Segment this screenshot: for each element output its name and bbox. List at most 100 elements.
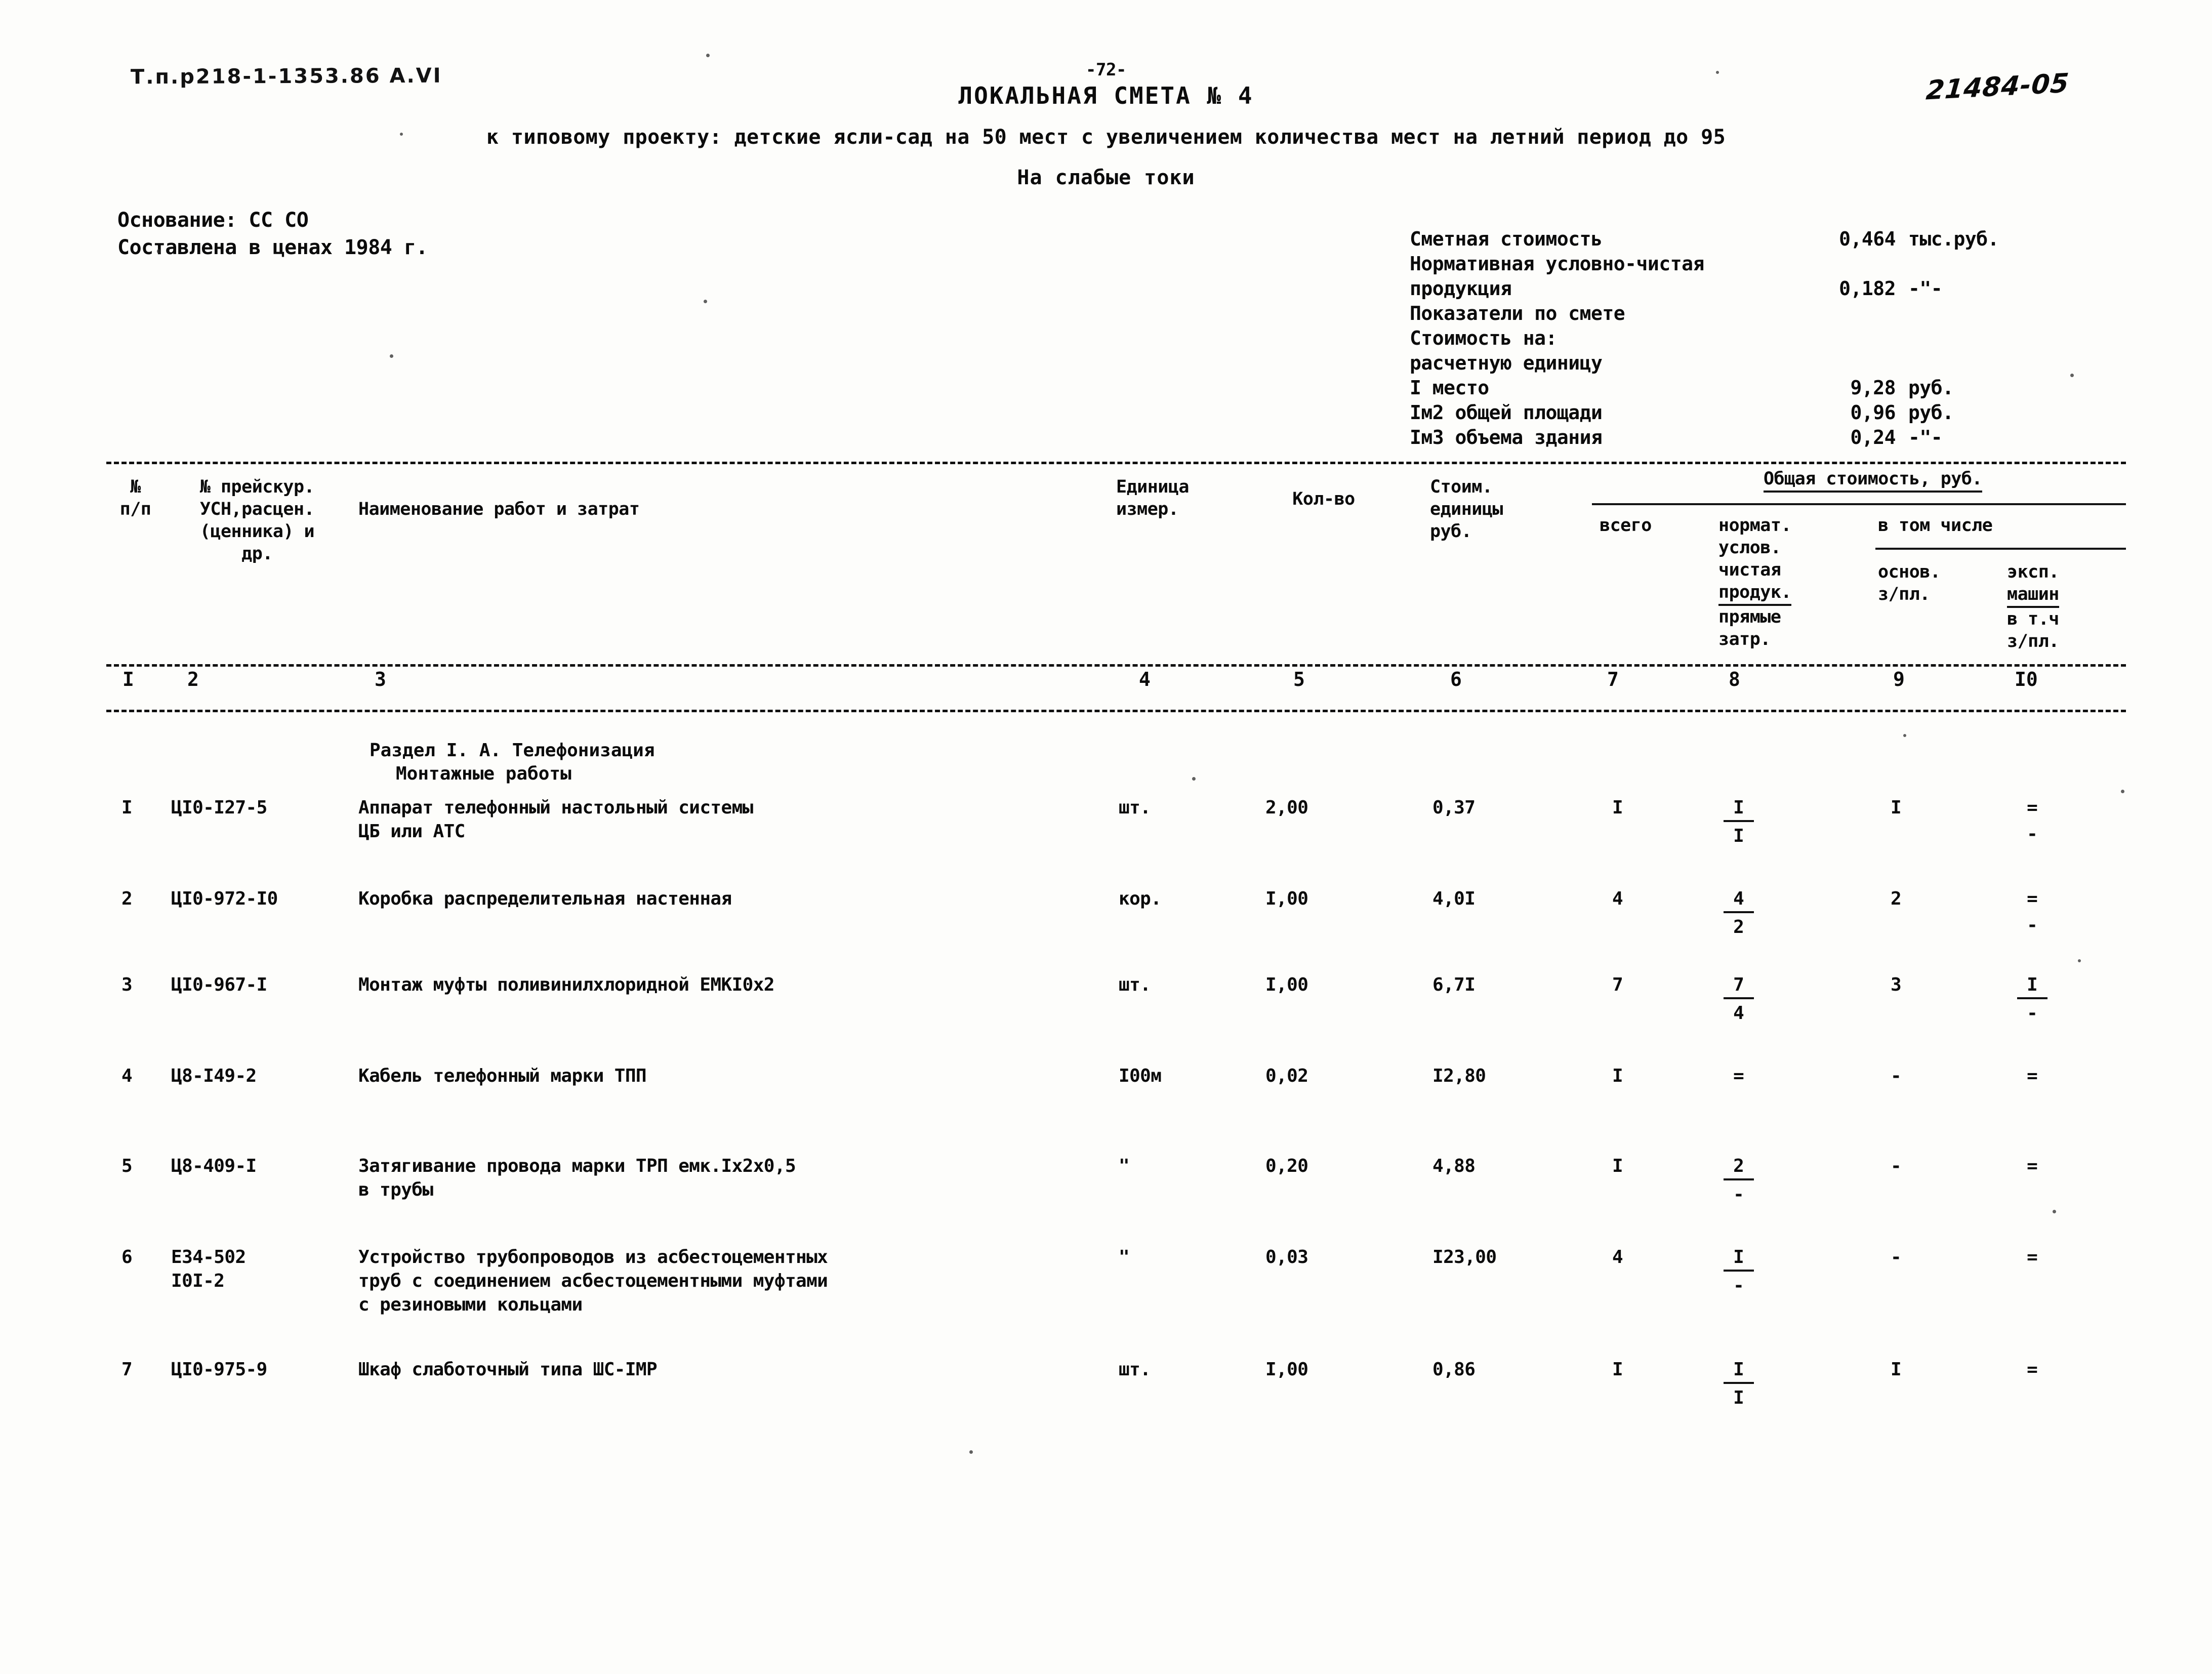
row-machine: = xyxy=(2017,1358,2047,1384)
row-nchp-top: 2 xyxy=(1724,1154,1754,1180)
table-header-col-4: Единица измер. xyxy=(1116,477,1190,519)
row-machine-bottom: - xyxy=(2027,824,2038,844)
row-unit-cost: 6,7I xyxy=(1432,974,1476,995)
row-machine: = xyxy=(2017,1154,2047,1180)
row-name-line: Кабель телефонный марки ТПП xyxy=(358,1066,647,1086)
row-nchp-top: = xyxy=(1733,1066,1744,1086)
row-machine-top: = xyxy=(2027,888,2038,909)
scan-speck xyxy=(157,249,160,254)
column-number-10: I0 xyxy=(2015,668,2038,690)
row-nchp: 2 - xyxy=(1724,1154,1754,1206)
table-header-group-of-which: в том числе xyxy=(1878,515,1993,536)
column-number-9: 9 xyxy=(1893,668,1905,690)
summary-label: Нормативная условно-чистая xyxy=(1410,253,1704,275)
scan-speck xyxy=(1903,734,1906,737)
row-code: ЦI0-967-I xyxy=(171,974,267,995)
table-header-group-total: Общая стоимость, руб. xyxy=(1620,468,2126,493)
row-unit: " xyxy=(1119,1247,1130,1268)
row-unit-cost: 0,37 xyxy=(1432,797,1476,818)
table-colnum-bottom-rule xyxy=(106,710,2126,712)
page-title: ЛОКАЛЬНАЯ СМЕТА № 4 xyxy=(958,82,1254,109)
scan-speck xyxy=(2053,1210,2056,1213)
row-name-line: Шкаф слаботочный типа ШС-IМР xyxy=(358,1359,658,1380)
row-code-secondary: I0I-2 xyxy=(171,1271,225,1291)
row-quantity: 0,20 xyxy=(1265,1156,1308,1176)
project-subtitle: к типовому проекту: детские ясли-сад на … xyxy=(486,126,1726,149)
row-code: Ц8-I49-2 xyxy=(171,1066,257,1086)
summary-value: 0,464 xyxy=(1839,228,1896,250)
row-nchp-bottom: - xyxy=(1733,1184,1744,1205)
table-header-col-3: Наименование работ и затрат xyxy=(358,499,640,519)
row-quantity: 0,02 xyxy=(1265,1066,1308,1086)
column-number-7: 7 xyxy=(1607,668,1619,690)
row-total: I xyxy=(1612,1359,1623,1380)
row-total: I xyxy=(1612,1156,1623,1176)
summary-unit: тыс.руб. xyxy=(1908,228,1999,250)
section-heading: Раздел I. А. Телефонизация Монтажные раб… xyxy=(370,739,655,786)
row-nchp: I I xyxy=(1724,796,1754,848)
row-machine-top: I xyxy=(2017,973,2047,999)
row-machine-top: = xyxy=(2027,797,2038,818)
row-total: I xyxy=(1612,797,1623,818)
scan-speck xyxy=(704,300,707,303)
table-header-col-9: основ. з/пл. xyxy=(1878,562,1941,604)
row-total: 4 xyxy=(1612,1247,1623,1268)
row-basic-wage: - xyxy=(1891,1247,1902,1268)
row-machine-top: = xyxy=(2027,1156,2038,1176)
row-machine: = xyxy=(2017,1245,2047,1272)
row-machine-bottom: - xyxy=(2027,1003,2038,1024)
row-number: 7 xyxy=(121,1359,133,1380)
row-unit-cost: 4,88 xyxy=(1432,1156,1476,1176)
row-nchp-bottom: I xyxy=(1733,826,1744,846)
row-code: Ц8-409-I xyxy=(171,1156,257,1176)
row-name-line: Коробка распределительная настенная xyxy=(358,888,732,909)
row-machine: = - xyxy=(2017,796,2047,846)
row-machine-bottom xyxy=(2017,1382,2047,1384)
row-number: 2 xyxy=(121,888,133,909)
summary-label: расчетную единицу xyxy=(1410,352,1603,374)
row-name-line: труб с соединением асбестоцементными муф… xyxy=(358,1271,828,1291)
row-nchp-bottom: I xyxy=(1733,1387,1744,1408)
row-total: 4 xyxy=(1612,888,1623,909)
column-number-3: 3 xyxy=(375,668,386,690)
row-unit: шт. xyxy=(1119,797,1151,818)
row-number: I xyxy=(121,797,133,818)
row-machine-bottom xyxy=(2017,1178,2047,1180)
row-code: ЦI0-I27-5 xyxy=(171,797,267,818)
table-header-col-5: Кол-во xyxy=(1292,489,1355,509)
row-nchp-top: I xyxy=(1724,1358,1754,1384)
table-top-rule xyxy=(106,462,2126,464)
row-machine-bottom xyxy=(2017,1270,2047,1272)
summary-value: 0,182 xyxy=(1839,277,1896,300)
summary-label: I место xyxy=(1410,377,1489,399)
row-machine: I - xyxy=(2017,973,2047,1025)
table-header-col-2: № прейскур. УСН,расцен. (ценника) и др. xyxy=(199,477,315,564)
row-machine-top: = xyxy=(2027,1066,2038,1086)
row-nchp-bottom xyxy=(1724,1088,1754,1090)
row-name-line: ЦБ или АТС xyxy=(358,821,465,842)
row-name-line: в трубы xyxy=(358,1179,433,1200)
row-machine-bottom xyxy=(2017,1088,2047,1090)
row-nchp: 4 2 xyxy=(1724,887,1754,939)
row-quantity: I,00 xyxy=(1265,974,1308,995)
row-nchp: I - xyxy=(1724,1245,1754,1297)
section-heading-line-1: Раздел I. А. Телефонизация xyxy=(370,740,655,761)
scan-speck xyxy=(2078,959,2081,962)
summary-unit: руб. xyxy=(1908,377,1954,399)
row-nchp: = xyxy=(1724,1064,1754,1090)
table-header-col-10: эксп. машин в т.ч з/пл. xyxy=(2007,562,2059,651)
row-unit: шт. xyxy=(1119,974,1151,995)
row-nchp: I I xyxy=(1724,1358,1754,1410)
row-number: 4 xyxy=(121,1066,133,1086)
summary-value: 0,24 xyxy=(1850,426,1896,448)
summary-label: Показатели по смете xyxy=(1410,302,1625,324)
summary-unit: -"- xyxy=(1908,277,1943,300)
row-name-line: Устройство трубопроводов из асбестоцемен… xyxy=(358,1247,828,1268)
scan-speck xyxy=(390,354,393,358)
row-basic-wage: I xyxy=(1891,1359,1902,1380)
row-name-line: Аппарат телефонный настольный системы xyxy=(358,797,753,818)
row-total: 7 xyxy=(1612,974,1623,995)
page-number: -72- xyxy=(1086,60,1126,80)
column-number-4: 4 xyxy=(1139,668,1151,690)
row-basic-wage: - xyxy=(1891,1066,1902,1086)
